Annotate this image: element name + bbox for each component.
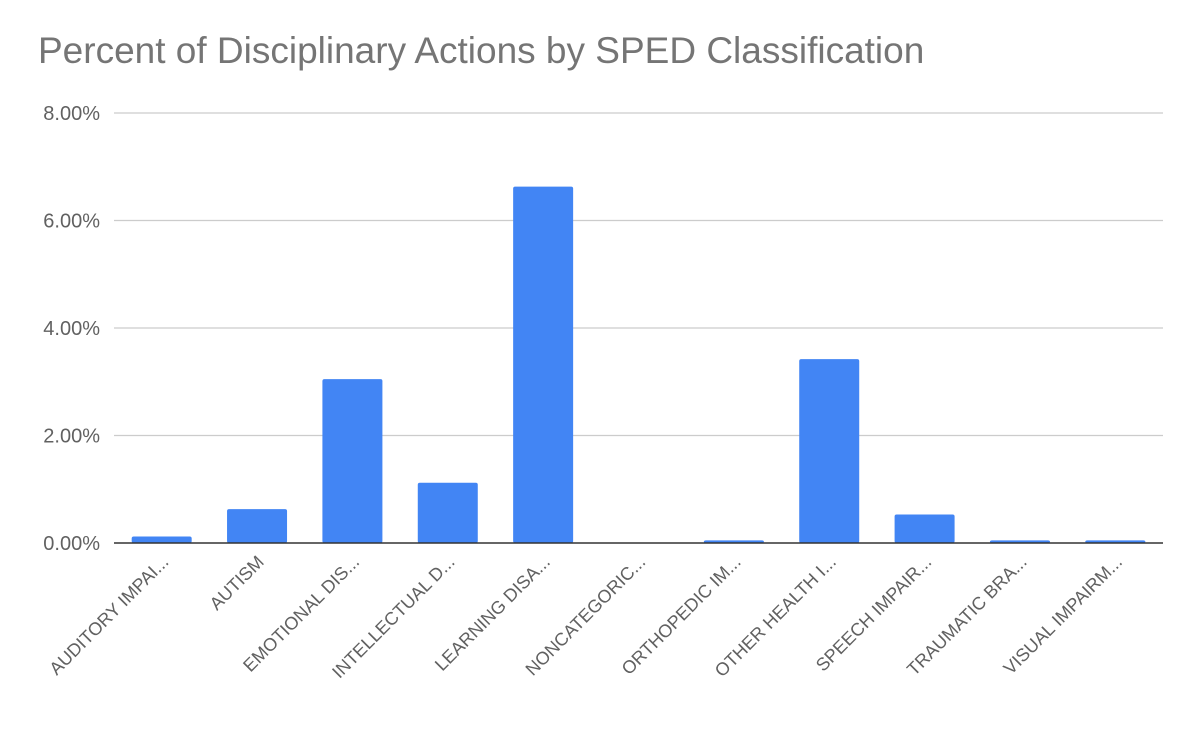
bar xyxy=(131,536,192,543)
y-tick-label: 2.00% xyxy=(43,426,100,448)
bar xyxy=(322,379,383,543)
chart-title: Percent of Disciplinary Actions by SPED … xyxy=(38,30,925,71)
y-axis-tick-labels: 0.00% 2.00% 4.00% 6.00% 8.00% xyxy=(43,103,100,555)
gridlines xyxy=(114,112,1163,437)
y-tick-label: 0.00% xyxy=(43,533,100,555)
bar xyxy=(894,514,955,543)
x-tick-label: AUDITORY IMPAI... xyxy=(45,552,172,679)
y-tick-label: 6.00% xyxy=(43,211,100,233)
x-tick-label: AUTISM xyxy=(206,552,268,614)
bar xyxy=(799,359,860,543)
bars xyxy=(131,186,1146,543)
bar xyxy=(513,186,574,543)
bar xyxy=(227,509,288,543)
y-tick-label: 4.00% xyxy=(43,318,100,340)
bar xyxy=(417,482,478,543)
y-tick-label: 8.00% xyxy=(43,103,100,125)
